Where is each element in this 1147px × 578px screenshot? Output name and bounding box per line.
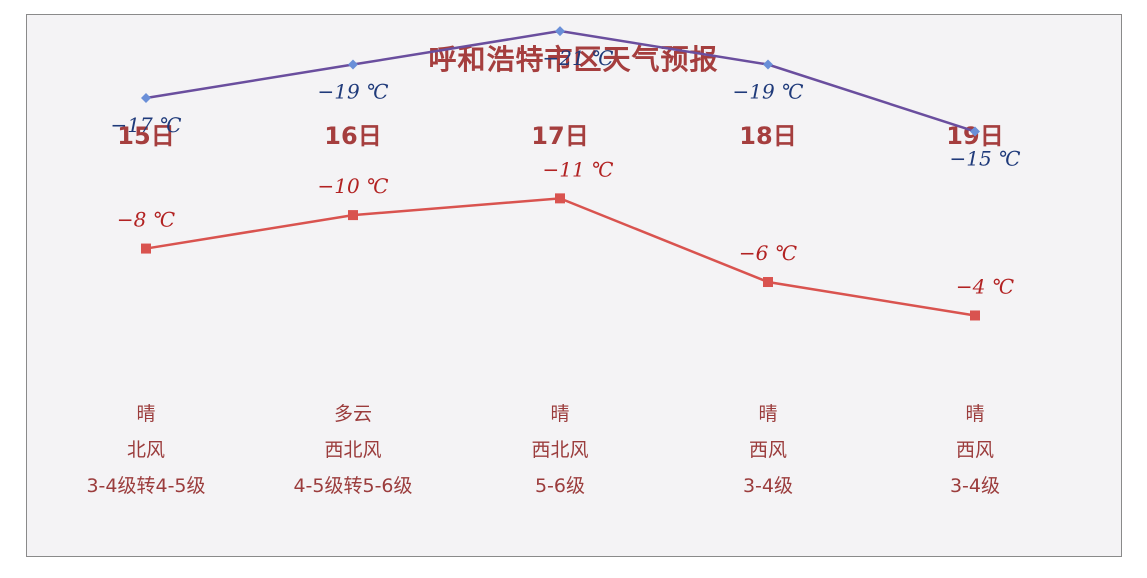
wind-level: 5-6级 — [534, 475, 586, 497]
high-temp-point — [555, 193, 565, 204]
weather-condition: 晴 — [550, 403, 570, 425]
low-temp-label: −17 ℃ — [111, 113, 182, 137]
high-temp-label: −4 ℃ — [956, 274, 1014, 298]
low-temp-label: −19 ℃ — [318, 80, 389, 104]
day-date: 18日 — [739, 122, 797, 150]
high-temp-label: −8 ℃ — [117, 208, 175, 232]
low-temp-point — [555, 26, 565, 37]
forecast-panel — [26, 14, 1122, 557]
wind-direction: 西北风 — [324, 439, 382, 461]
high-temp-label: −6 ℃ — [739, 241, 797, 265]
day-date: 17日 — [531, 122, 589, 150]
wind-direction: 西北风 — [531, 439, 589, 461]
day-date: 16日 — [324, 122, 382, 150]
day-weather-info: 多云西北风 4-5级转5-6级 — [248, 396, 458, 504]
high-temp-point — [348, 210, 358, 221]
wind-direction: 北风 — [126, 439, 165, 461]
high-temp-label: −10 ℃ — [318, 174, 389, 198]
day-weather-info: 晴北风 3-4级转4-5级 — [41, 396, 251, 504]
weather-condition: 晴 — [136, 403, 156, 425]
day-weather-info: 晴西北风 5-6级 — [455, 396, 665, 504]
weather-condition: 多云 — [333, 403, 372, 425]
wind-level: 3-4级转4-5级 — [86, 475, 206, 497]
wind-direction: 西风 — [748, 439, 787, 461]
low-temp-point — [763, 59, 773, 70]
high-temp-point — [141, 243, 151, 254]
low-temp-label: −15 ℃ — [950, 146, 1021, 170]
wind-direction: 西风 — [955, 439, 994, 461]
low-temp-point — [970, 126, 980, 137]
day-weather-info: 晴西风 3-4级 — [870, 396, 1080, 504]
day-date: 15日 — [117, 122, 175, 150]
high-temp-point — [763, 277, 773, 288]
high-temp-label: −11 ℃ — [543, 157, 614, 181]
low-temp-label: −19 ℃ — [733, 80, 804, 104]
weather-condition: 晴 — [758, 403, 778, 425]
wind-level: 4-5级转5-6级 — [293, 475, 413, 497]
day-weather-info: 晴西风 3-4级 — [663, 396, 873, 504]
high-temp-line — [145, 197, 976, 317]
high-temp-point — [970, 310, 980, 321]
low-temp-point — [348, 59, 358, 70]
low-temp-label: −21 ℃ — [543, 46, 614, 70]
weather-condition: 晴 — [965, 403, 985, 425]
wind-level: 3-4级 — [742, 475, 794, 497]
wind-level: 3-4级 — [949, 475, 1001, 497]
low-temp-point — [141, 92, 151, 103]
